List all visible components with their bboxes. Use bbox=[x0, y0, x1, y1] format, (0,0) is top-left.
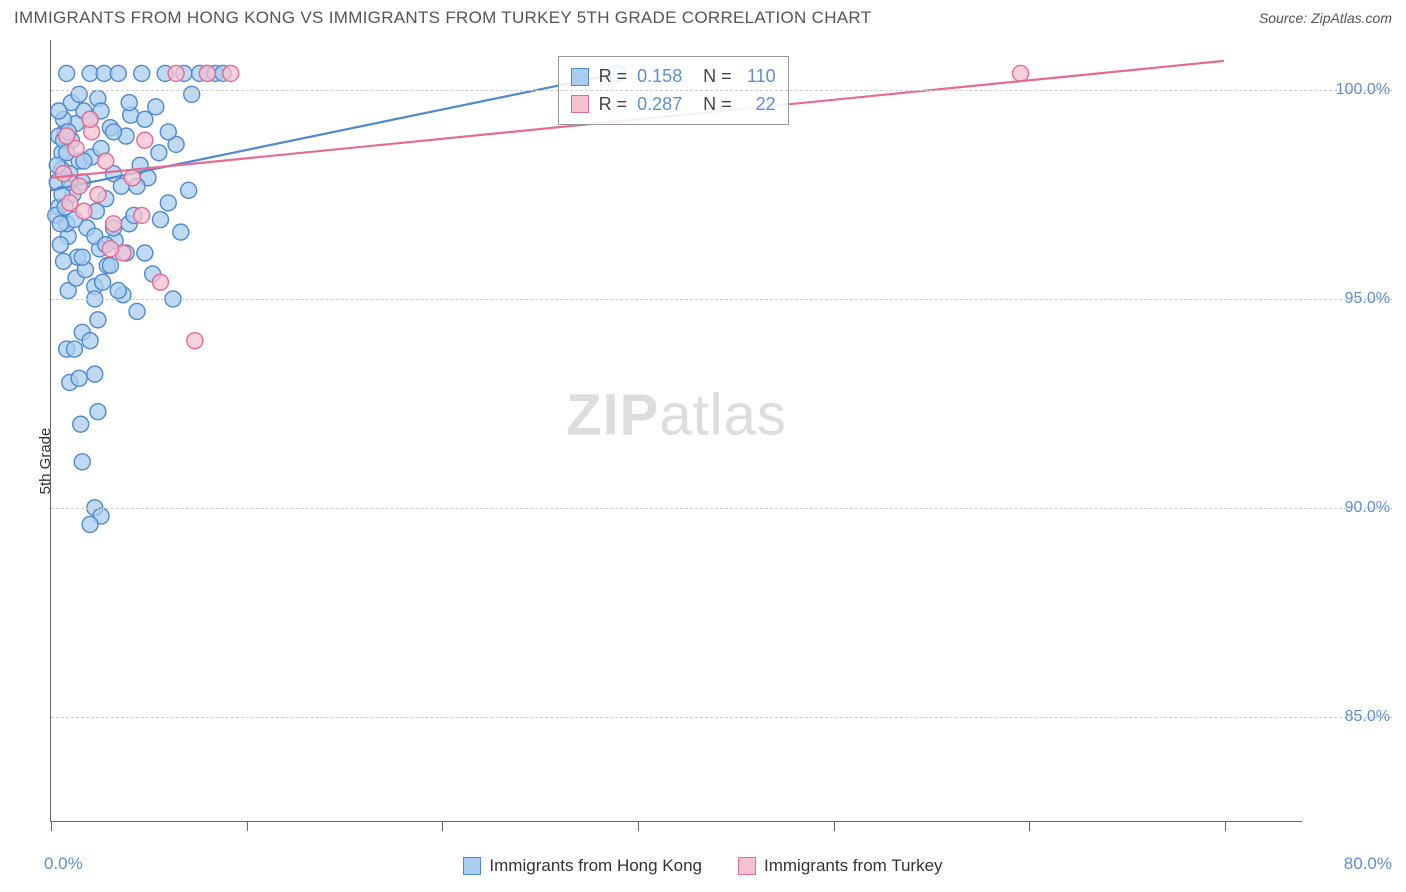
y-tick-label: 100.0% bbox=[1336, 81, 1390, 99]
stats-n-value: 22 bbox=[742, 91, 776, 119]
source-label: Source: ZipAtlas.com bbox=[1259, 10, 1392, 26]
stats-n-label: N = bbox=[703, 63, 732, 91]
stats-swatch bbox=[571, 68, 589, 86]
stats-row: R = 0.158 N = 110 bbox=[571, 63, 776, 91]
legend-swatch-a bbox=[463, 857, 481, 875]
plot-svg bbox=[51, 40, 1302, 821]
y-tick-label: 90.0% bbox=[1345, 499, 1390, 517]
legend-label-a: Immigrants from Hong Kong bbox=[489, 856, 702, 876]
legend-item-a: Immigrants from Hong Kong bbox=[463, 856, 702, 876]
legend: Immigrants from Hong Kong Immigrants fro… bbox=[14, 856, 1392, 876]
stats-r-label: R = bbox=[599, 91, 628, 119]
stats-r-value: 0.158 bbox=[637, 63, 693, 91]
legend-label-b: Immigrants from Turkey bbox=[764, 856, 943, 876]
chart-area: 5th Grade ZIPatlas R =0.158N =110R =0.28… bbox=[14, 40, 1392, 882]
stats-r-label: R = bbox=[599, 63, 628, 91]
stats-n-value: 110 bbox=[742, 63, 776, 91]
stats-n-label: N = bbox=[703, 91, 732, 119]
chart-title: IMMIGRANTS FROM HONG KONG VS IMMIGRANTS … bbox=[14, 8, 871, 28]
plot-region: ZIPatlas R =0.158N =110R =0.287N =22 85.… bbox=[50, 40, 1302, 822]
y-tick-label: 95.0% bbox=[1345, 290, 1390, 308]
stats-r-value: 0.287 bbox=[637, 91, 693, 119]
legend-item-b: Immigrants from Turkey bbox=[738, 856, 943, 876]
y-tick-label: 85.0% bbox=[1345, 708, 1390, 726]
stats-swatch bbox=[571, 95, 589, 113]
stats-row: R = 0.287 N = 22 bbox=[571, 91, 776, 119]
legend-swatch-b bbox=[738, 857, 756, 875]
